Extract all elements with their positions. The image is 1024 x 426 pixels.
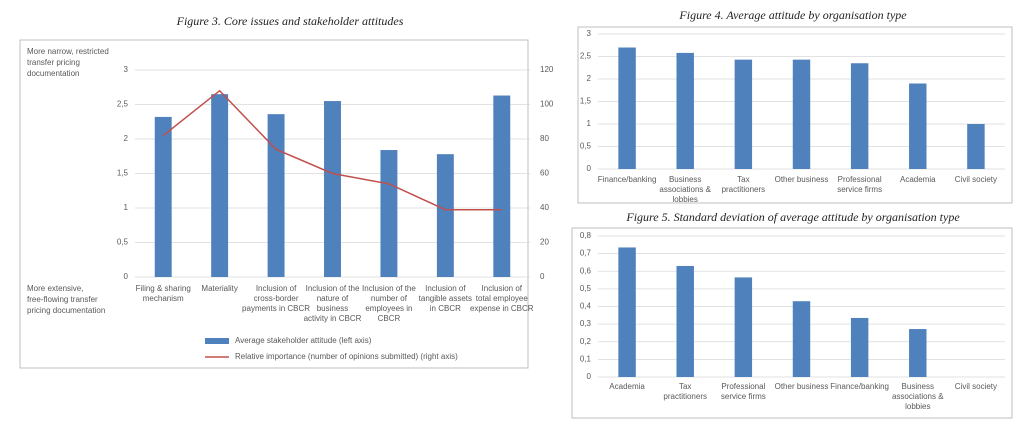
y-tick-label: 0,5 xyxy=(580,142,592,151)
y-tick-label: 2,5 xyxy=(580,52,592,61)
bar xyxy=(909,329,927,377)
bar xyxy=(154,116,172,277)
y-tick-label: 0,5 xyxy=(117,238,129,247)
bar xyxy=(211,94,229,278)
y-tick-label: 0,4 xyxy=(580,302,592,311)
y-tick-label: 0 xyxy=(587,372,592,381)
y-tick-label: 0,6 xyxy=(580,266,592,275)
y-tick-label: 3 xyxy=(124,65,129,74)
bar xyxy=(792,301,811,377)
bar xyxy=(850,317,869,377)
y-tick-label: 1,5 xyxy=(580,97,592,106)
y-tick-label: 0,3 xyxy=(580,319,592,328)
x-tick-label: Inclusion of the nature of business activit… xyxy=(304,284,362,323)
y-tick-label: 3 xyxy=(587,29,592,38)
x-tick-label: Civil society xyxy=(955,382,997,391)
y-tick-label: 2 xyxy=(124,134,129,143)
legend-swatch xyxy=(205,338,229,344)
chart-title: Figure 3. Core issues and stakeholder at… xyxy=(176,14,404,28)
legend-label: Relative importance (number of opinions … xyxy=(235,352,458,361)
bar xyxy=(850,63,869,169)
y-tick-label: 0,1 xyxy=(580,354,592,363)
x-tick-label: Finance/banking xyxy=(598,175,657,184)
x-tick-label: Other business xyxy=(775,175,829,184)
y2-tick-label: 120 xyxy=(540,65,554,74)
y-tick-label: 1,5 xyxy=(117,169,129,178)
bar xyxy=(734,59,753,169)
figure-5-frame xyxy=(571,227,1013,419)
chart-title: Figure 4. Average attitude by organisati… xyxy=(678,8,907,22)
y2-tick-label: 60 xyxy=(540,169,549,178)
line-series xyxy=(162,89,502,211)
bar xyxy=(676,52,694,169)
x-tick-label: Materiality xyxy=(201,284,237,293)
x-tick-label: Filing & sharing mechanism xyxy=(136,284,191,303)
bar xyxy=(909,83,927,169)
bar xyxy=(618,47,636,169)
bar xyxy=(734,277,753,377)
x-tick-label: Professional service firms xyxy=(721,382,766,401)
bar xyxy=(618,247,636,377)
y-tick-label: 1 xyxy=(124,203,129,212)
x-tick-label: Inclusion of total employee expense in CBC… xyxy=(470,284,534,313)
bar xyxy=(436,154,454,277)
x-tick-label: Business associations & lobbies xyxy=(659,175,711,204)
x-tick-label: Finance/banking xyxy=(830,382,889,391)
bar xyxy=(792,59,811,169)
x-tick-label: Academia xyxy=(900,175,936,184)
x-tick-label: Inclusion of cross-border payments in CBCR xyxy=(242,284,310,313)
y-tick-label: 1 xyxy=(587,119,592,128)
y-tick-label: 2 xyxy=(587,74,592,83)
bar xyxy=(676,265,694,377)
x-tick-label: Tax practitioners xyxy=(663,382,707,401)
bar xyxy=(493,95,511,277)
axis-annotation: More narrow, restricted transfer pricing d… xyxy=(27,47,109,78)
x-tick-label: Civil society xyxy=(955,175,997,184)
y-tick-label: 0 xyxy=(124,272,129,281)
bar xyxy=(967,124,985,169)
y-tick-label: 2,5 xyxy=(117,100,129,109)
x-tick-label: Academia xyxy=(609,382,645,391)
bar xyxy=(380,150,398,277)
y2-tick-label: 40 xyxy=(540,203,549,212)
chart-title: Figure 5. Standard deviation of average … xyxy=(625,210,960,224)
axis-annotation: More extensive, free-flowing transfer pric… xyxy=(27,284,105,315)
x-tick-label: Other business xyxy=(775,382,829,391)
y-tick-label: 0,2 xyxy=(580,337,592,346)
x-tick-label: Business associations & lobbies xyxy=(892,382,944,411)
x-tick-label: Professional service firms xyxy=(837,175,882,194)
x-tick-label: Tax practitioners xyxy=(722,175,766,194)
x-tick-label: Inclusion of tangible assets in CBCR xyxy=(419,284,472,313)
y2-tick-label: 20 xyxy=(540,238,549,247)
y-tick-label: 0 xyxy=(587,164,592,173)
y2-tick-label: 100 xyxy=(540,100,554,109)
y-tick-label: 0,8 xyxy=(580,231,592,240)
y-tick-label: 0,7 xyxy=(580,249,592,258)
legend-label: Average stakeholder attitude (left axis) xyxy=(235,336,372,345)
bar xyxy=(267,114,285,277)
bar xyxy=(324,101,341,277)
y-tick-label: 0,5 xyxy=(580,284,592,293)
x-tick-label: Inclusion of the number of employees in CBC… xyxy=(362,284,416,323)
y2-tick-label: 0 xyxy=(540,272,545,281)
y2-tick-label: 80 xyxy=(540,134,549,143)
